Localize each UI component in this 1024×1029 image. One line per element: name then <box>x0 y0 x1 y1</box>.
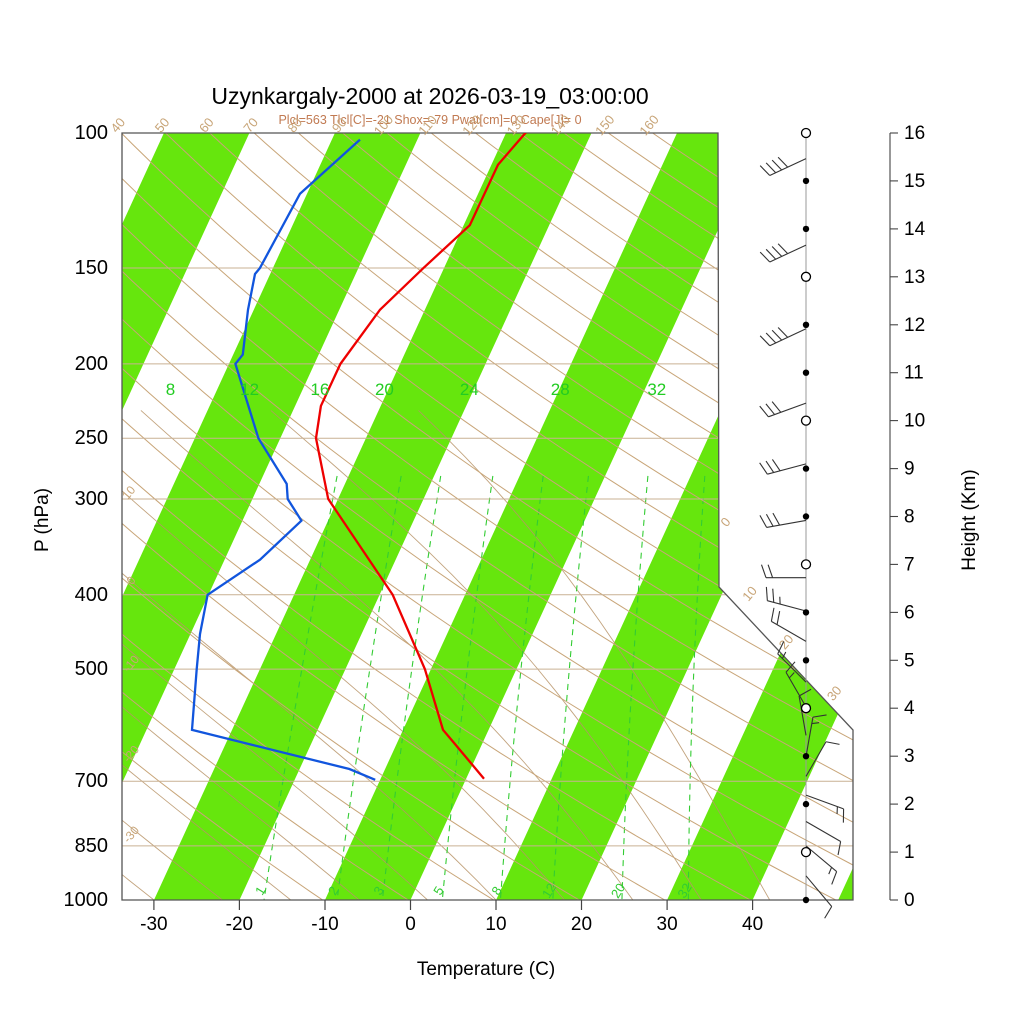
svg-text:8: 8 <box>904 507 915 528</box>
svg-text:20: 20 <box>375 380 394 399</box>
svg-text:6: 6 <box>904 602 915 623</box>
svg-text:-30: -30 <box>140 914 167 935</box>
svg-text:5: 5 <box>904 650 915 671</box>
svg-text:150: 150 <box>75 257 108 279</box>
svg-text:12: 12 <box>240 380 259 399</box>
svg-text:20: 20 <box>571 914 592 935</box>
svg-text:28: 28 <box>551 380 570 399</box>
svg-text:12: 12 <box>904 315 925 336</box>
svg-text:15: 15 <box>904 171 925 192</box>
svg-text:Uzynkargaly-2000 at 2026-03-19: Uzynkargaly-2000 at 2026-03-19_03:00:00 <box>211 83 648 109</box>
svg-text:700: 700 <box>75 770 108 792</box>
svg-text:4: 4 <box>904 698 915 719</box>
svg-text:32: 32 <box>647 380 666 399</box>
svg-text:Temperature (C): Temperature (C) <box>417 959 555 980</box>
svg-text:300: 300 <box>75 488 108 510</box>
svg-text:16: 16 <box>904 123 925 144</box>
svg-text:250: 250 <box>75 427 108 449</box>
svg-text:1000: 1000 <box>64 889 109 911</box>
svg-text:-10: -10 <box>311 914 338 935</box>
svg-text:24: 24 <box>460 380 479 399</box>
svg-text:11: 11 <box>904 363 924 384</box>
svg-text:1: 1 <box>904 842 915 863</box>
svg-text:10: 10 <box>904 411 925 432</box>
svg-text:P (hPa): P (hPa) <box>32 488 53 552</box>
svg-text:850: 850 <box>75 835 108 857</box>
svg-text:-20: -20 <box>226 914 253 935</box>
svg-text:Height (Km): Height (Km) <box>959 469 980 570</box>
svg-text:0: 0 <box>405 914 416 935</box>
svg-text:3: 3 <box>904 746 915 767</box>
svg-text:30: 30 <box>657 914 678 935</box>
svg-text:500: 500 <box>75 658 108 680</box>
svg-text:40: 40 <box>742 914 763 935</box>
svg-text:400: 400 <box>75 584 108 606</box>
svg-text:10: 10 <box>485 914 506 935</box>
svg-text:16: 16 <box>310 380 329 399</box>
svg-text:13: 13 <box>904 267 925 288</box>
svg-text:14: 14 <box>904 219 926 240</box>
svg-text:200: 200 <box>75 353 108 375</box>
svg-text:9: 9 <box>904 459 915 480</box>
svg-text:2: 2 <box>904 794 915 815</box>
svg-text:7: 7 <box>904 554 915 575</box>
svg-text:100: 100 <box>75 122 108 144</box>
svg-text:0: 0 <box>904 890 915 911</box>
svg-text:8: 8 <box>166 380 175 399</box>
